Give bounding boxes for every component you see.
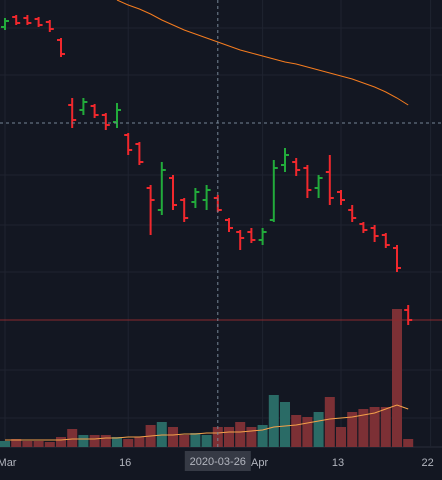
volume-bar bbox=[302, 417, 313, 447]
crosshair-label-box bbox=[184, 451, 251, 471]
volume-bar bbox=[179, 435, 190, 447]
volume-bar bbox=[324, 397, 335, 447]
volume-ma-line bbox=[5, 404, 409, 441]
volume-bar bbox=[190, 433, 201, 447]
x-tick-label: 22 bbox=[421, 457, 433, 469]
price-ma-line bbox=[116, 0, 409, 106]
volume-bar bbox=[313, 412, 324, 447]
volume-bar bbox=[112, 437, 122, 447]
volume-bar bbox=[280, 402, 290, 447]
volume-bar bbox=[201, 435, 212, 447]
volume-bar bbox=[224, 427, 234, 447]
volume-bar bbox=[235, 422, 246, 447]
x-tick-label: Mar bbox=[0, 457, 17, 469]
volume-bar bbox=[134, 437, 145, 447]
volume-bar bbox=[212, 427, 223, 447]
volume-bar bbox=[369, 407, 380, 447]
volume-bar bbox=[358, 409, 369, 447]
volume-bar bbox=[67, 429, 78, 447]
volume-bar bbox=[380, 407, 391, 447]
x-tick-label: 16 bbox=[119, 457, 131, 469]
volume-bar bbox=[257, 425, 268, 447]
x-tick-label: 13 bbox=[332, 457, 344, 469]
volume-bar bbox=[100, 435, 111, 447]
volume-bar bbox=[347, 412, 358, 447]
volume-bar bbox=[33, 441, 44, 447]
volume-bar bbox=[336, 427, 346, 447]
volume-bar bbox=[392, 309, 402, 447]
volume-bar bbox=[22, 441, 33, 447]
volume-bar bbox=[78, 435, 89, 447]
volume-bar bbox=[11, 439, 22, 447]
volume-bar bbox=[0, 441, 10, 447]
volume-bar bbox=[123, 439, 134, 447]
volume-bar bbox=[291, 415, 302, 447]
volume-bar bbox=[44, 442, 55, 447]
x-tick-label: Apr bbox=[251, 457, 268, 469]
crosshair-date-label: 2020-03-26 bbox=[190, 456, 246, 468]
volume-bar bbox=[268, 395, 279, 447]
volume-bar bbox=[246, 427, 257, 447]
volume-bar bbox=[89, 435, 100, 447]
volume-bar bbox=[403, 439, 414, 447]
volume-bar bbox=[168, 427, 178, 447]
volume-bar bbox=[56, 437, 66, 447]
